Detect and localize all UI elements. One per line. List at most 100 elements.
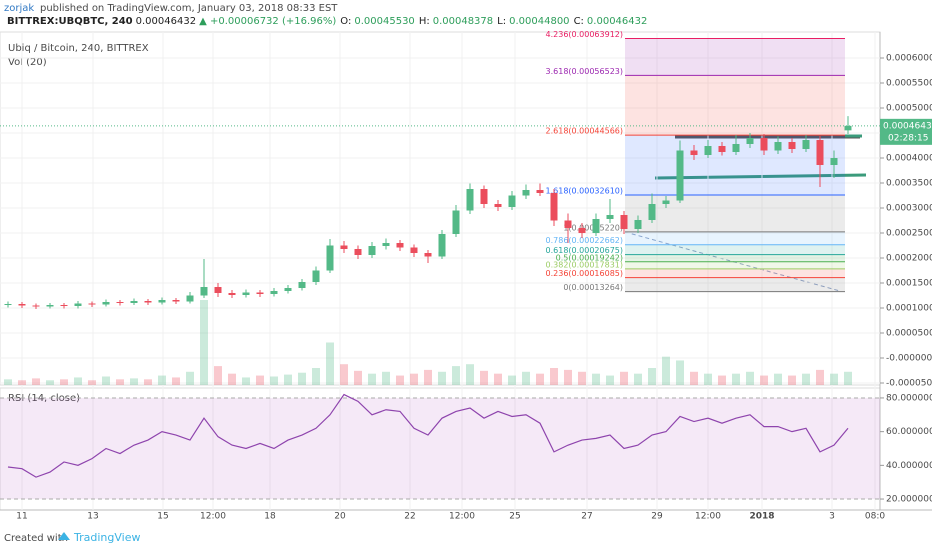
ticker-c-label: C: (574, 16, 584, 27)
x-tick-label: 3 (829, 512, 835, 522)
fib-label: 0.786(0.00022662) (546, 236, 624, 245)
x-tick-label: 15 (157, 512, 168, 522)
candle-body (312, 270, 320, 282)
candle-body (676, 150, 684, 201)
volume-bar (802, 373, 810, 385)
candle-body (466, 189, 474, 211)
candle-body (298, 282, 306, 288)
volume-bar (508, 375, 516, 385)
candle-body (522, 190, 530, 196)
candle-body (46, 305, 54, 307)
candle-body (718, 146, 726, 152)
volume-bar (354, 370, 362, 385)
fib-label: 0.382(0.00017831) (546, 260, 624, 269)
candle-body (844, 125, 852, 131)
fib-label: 3.618(0.00056523) (546, 67, 624, 76)
volume-bar (396, 375, 404, 385)
author[interactable]: zorjak (4, 3, 34, 14)
candle-body (242, 292, 250, 295)
candle-body (410, 247, 418, 253)
candle-body (214, 287, 222, 293)
candle-body (4, 304, 12, 305)
y-tick-label: -0.00000000 (886, 354, 932, 364)
volume-bar (144, 379, 152, 385)
volume-bar (284, 374, 292, 385)
volume-bar (830, 373, 838, 385)
trend-line (654, 173, 867, 180)
candle-body (200, 287, 208, 296)
volume-bar (592, 373, 600, 385)
volume-bar (480, 370, 488, 385)
x-tick-label: 29 (651, 512, 663, 522)
candle-body (228, 293, 236, 295)
volume-bar (18, 380, 26, 385)
fib-zone (625, 268, 845, 278)
candle-body (690, 150, 698, 155)
x-tick-label: 18 (264, 512, 276, 522)
x-tick-label: 20 (334, 512, 346, 522)
y-tick-label: 0.00005000 (886, 329, 932, 339)
x-tick-label: 2018 (749, 512, 774, 522)
volume-bar (200, 300, 208, 385)
fib-label: 4.236(0.00063912) (546, 30, 624, 39)
candle-body (788, 142, 796, 149)
candle-body (186, 295, 194, 302)
countdown: 02:28:15 (888, 133, 928, 143)
ticker-last: 0.00046432 (136, 16, 196, 27)
rsi-tick-label: 40.000000 (886, 461, 932, 471)
volume-bar (186, 371, 194, 385)
fib-zone (625, 38, 845, 76)
candle-body (368, 246, 376, 255)
fib-zone (625, 75, 845, 136)
rsi-title: RSI (14, close) (8, 393, 80, 404)
candle-body (284, 288, 292, 291)
candle-body (704, 146, 712, 155)
volume-bar (270, 376, 278, 385)
candle-body (396, 243, 404, 248)
rsi-line (7, 393, 849, 478)
x-tick-label: 12:00 (449, 512, 475, 522)
ticker-o: 0.00045530 (354, 16, 414, 27)
volume-bar (550, 368, 558, 385)
candle-body (74, 303, 82, 306)
x-tick-label: 11 (16, 512, 27, 522)
volume-bar (704, 373, 712, 385)
ticker-h-label: H: (419, 16, 430, 27)
volume-bar (466, 364, 474, 385)
volume-bar (494, 373, 502, 385)
x-tick-label: 25 (509, 512, 520, 522)
fib-zone (625, 261, 845, 269)
candle-body (816, 140, 824, 165)
candle-body (144, 301, 152, 303)
price-label: 0.00046432 (883, 121, 932, 131)
ticker-l-label: L: (497, 16, 506, 27)
rsi-tick-label: 80.000000 (886, 393, 932, 403)
x-tick-label: 22 (404, 512, 415, 522)
candle-body (830, 158, 838, 165)
volume-bar (760, 375, 768, 385)
volume-bar (452, 366, 460, 385)
footer-brand[interactable]: TradingView (73, 531, 140, 544)
volume-bar (662, 356, 670, 385)
candle-body (340, 245, 348, 249)
volume-bar (214, 366, 222, 385)
candle-body (88, 303, 96, 305)
volume-bar (130, 378, 138, 385)
volume-bar (88, 380, 96, 385)
fib-label: 2.618(0.00044566) (546, 127, 624, 136)
volume-bar (746, 371, 754, 385)
volume-bar (606, 375, 614, 385)
volume-bar (46, 380, 54, 385)
volume-bar (172, 377, 180, 385)
ticker-change: ▲ +0.00006732 (+16.96%) (199, 16, 336, 27)
volume-bar (242, 377, 250, 385)
